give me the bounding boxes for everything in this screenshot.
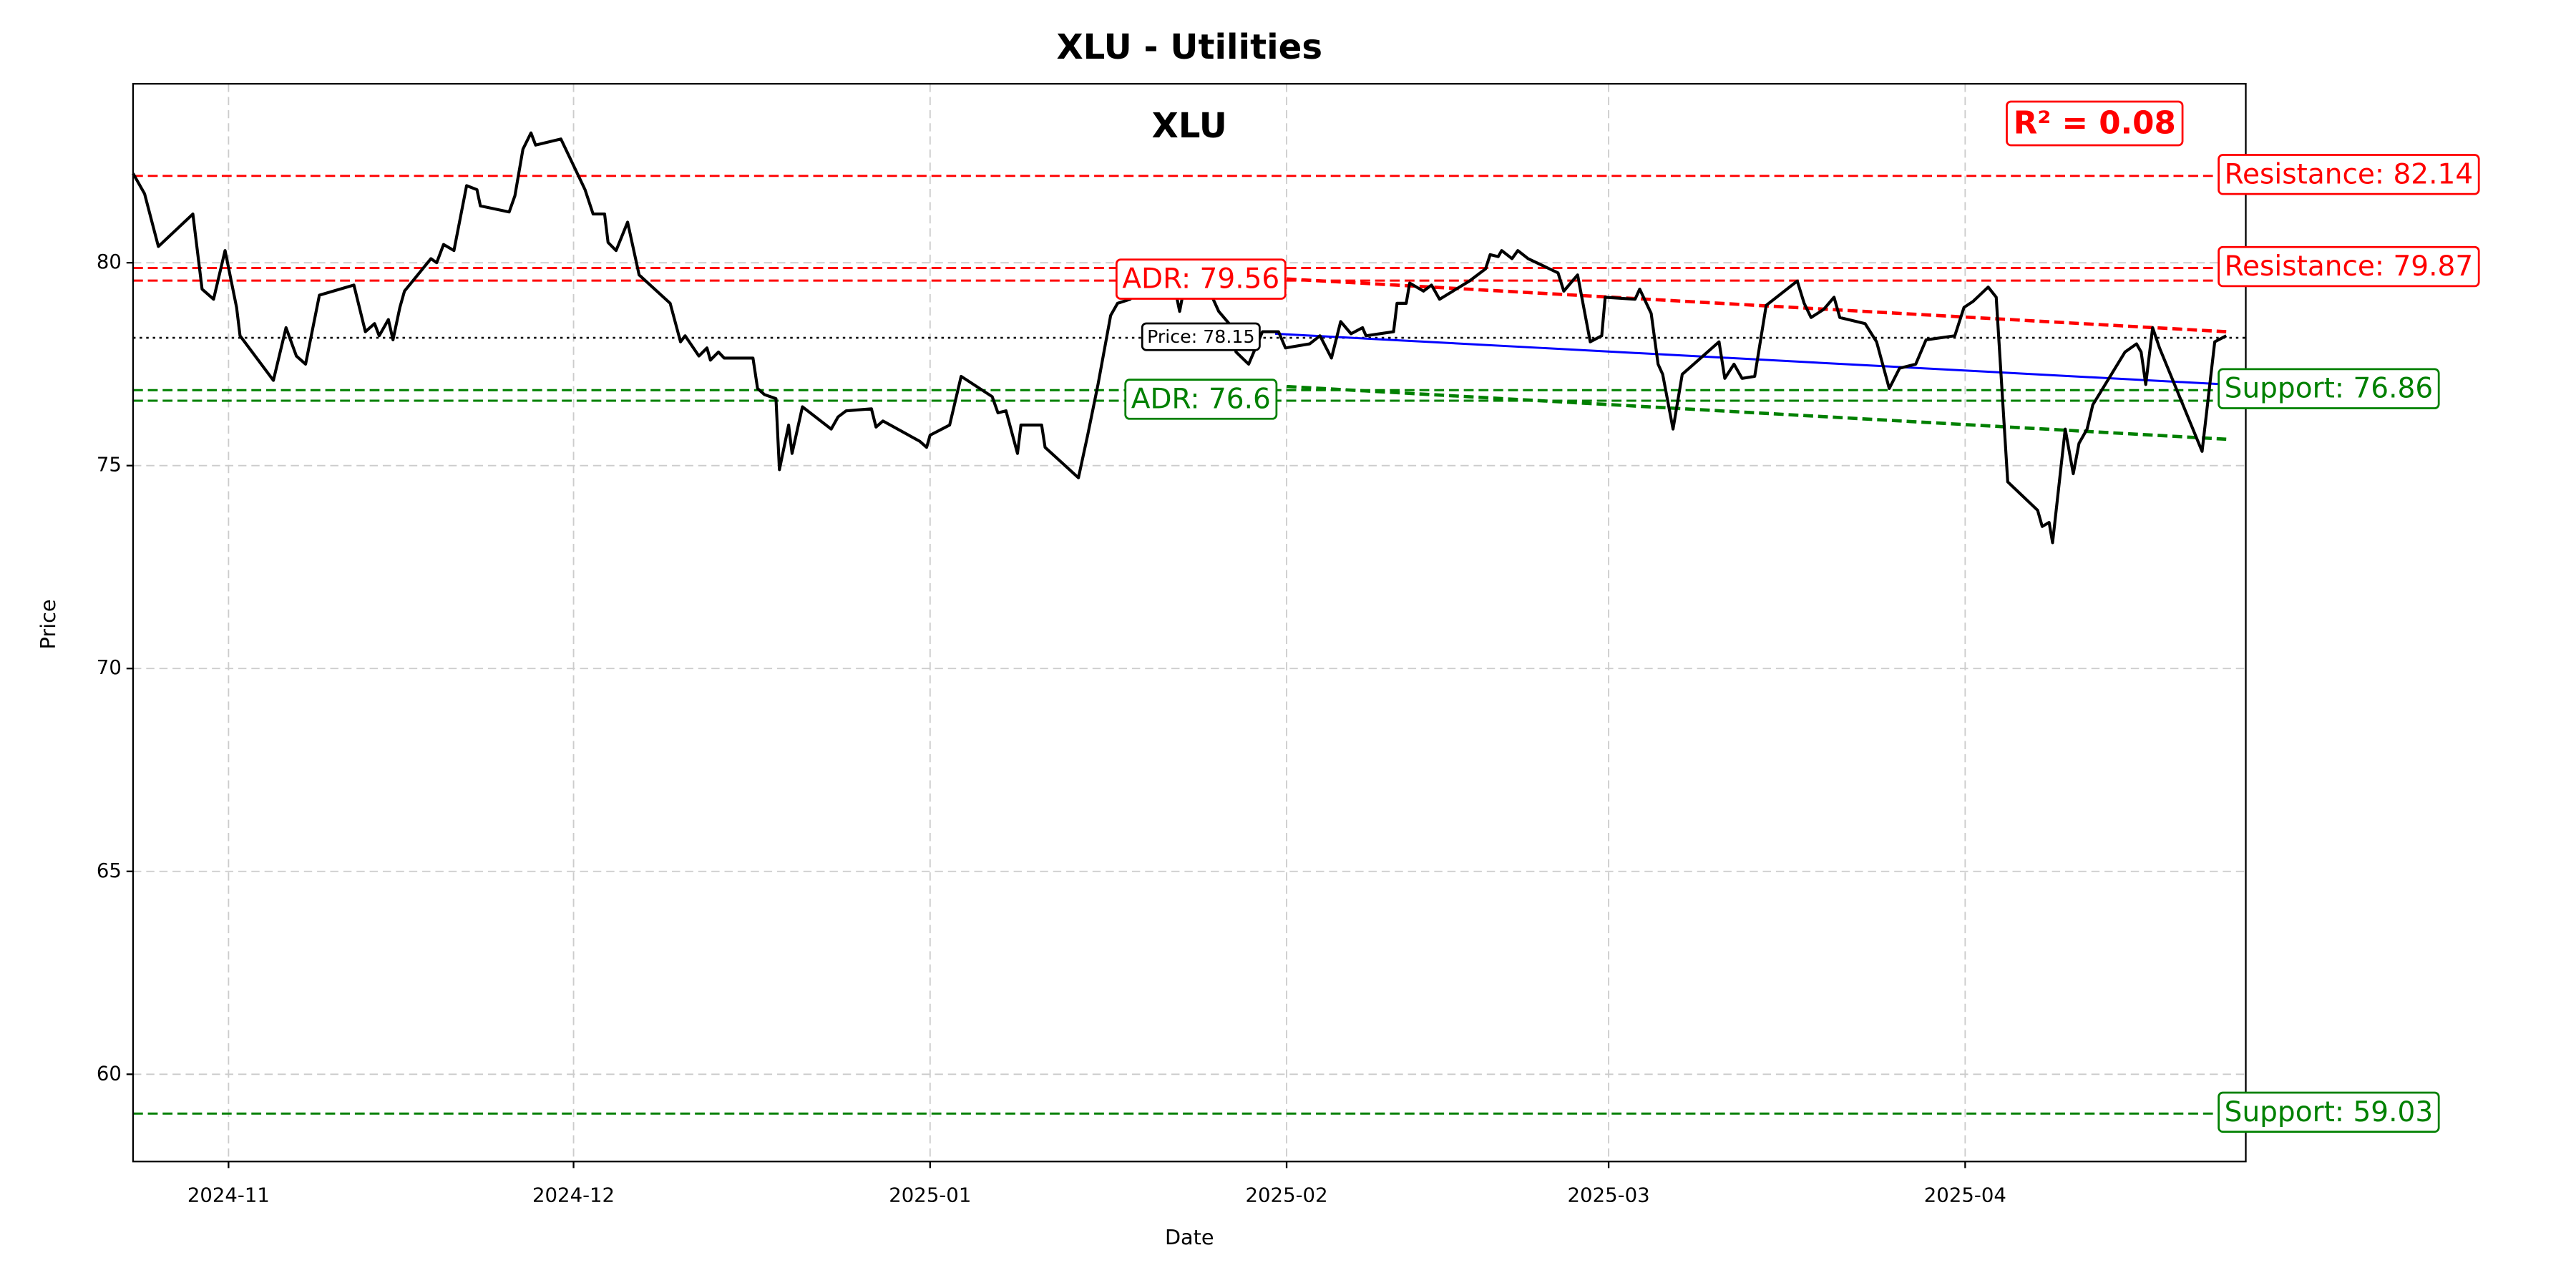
- plot-frame: [132, 82, 2247, 1163]
- level-label-group: ADR: 79.56: [1115, 258, 1287, 300]
- y-tick-label: 65: [97, 859, 122, 882]
- level-label-group: Price: 78.15: [1141, 322, 1261, 351]
- x-axis-label: Date: [1165, 1225, 1214, 1249]
- chart-title: XLU - Utilities: [1056, 27, 1322, 67]
- y-tick-label: 80: [97, 250, 122, 273]
- x-tick-label: 2024-11: [187, 1184, 270, 1206]
- level-label: Resistance: 79.87: [2225, 250, 2473, 283]
- level-label-box: [2218, 368, 2440, 409]
- trend-line: [1274, 332, 2227, 386]
- y-tick-label: 75: [97, 454, 122, 477]
- trend-line: [1286, 384, 2227, 441]
- level-label-group: Support: 76.86: [2218, 368, 2440, 409]
- level-label-box: [2218, 154, 2480, 195]
- level-label-box: [2218, 245, 2480, 288]
- y-tick-label: 60: [97, 1062, 122, 1085]
- y-tick-label: 70: [97, 656, 122, 679]
- level-label: Support: 59.03: [2225, 1096, 2433, 1128]
- level-label: ADR: 76.6: [1131, 383, 1271, 415]
- y-axis-label: Price: [36, 599, 60, 649]
- level-label: Support: 76.86: [2225, 373, 2433, 405]
- trend-line: [1286, 277, 2227, 333]
- level-label: Resistance: 82.14: [2225, 158, 2473, 190]
- x-tick-label: 2025-03: [1568, 1184, 1650, 1206]
- level-label-box: [2218, 1091, 2440, 1133]
- annotation-box: [2006, 100, 2184, 147]
- level-label: Price: 78.15: [1147, 326, 1254, 347]
- x-tick-label: 2025-02: [1246, 1184, 1328, 1206]
- level-label-group: ADR: 76.6: [1124, 379, 1278, 420]
- level-label-box: [1124, 379, 1278, 420]
- annotation: R² = 0.08: [2014, 105, 2176, 141]
- subtitle: XLU: [1152, 106, 1227, 146]
- level-label-group: Resistance: 82.14: [2218, 154, 2480, 195]
- x-tick-label: 2025-01: [889, 1184, 971, 1206]
- level-label-group: Resistance: 79.87: [2218, 245, 2480, 288]
- level-label-box: [1141, 322, 1261, 351]
- level-label-group: Support: 59.03: [2218, 1091, 2440, 1133]
- x-tick-label: 2024-12: [532, 1184, 615, 1206]
- level-label-box: [1115, 258, 1287, 300]
- x-tick-label: 2025-04: [1924, 1184, 2006, 1206]
- annotation-group: R² = 0.08: [2006, 100, 2184, 147]
- level-label: ADR: 79.56: [1122, 263, 1279, 296]
